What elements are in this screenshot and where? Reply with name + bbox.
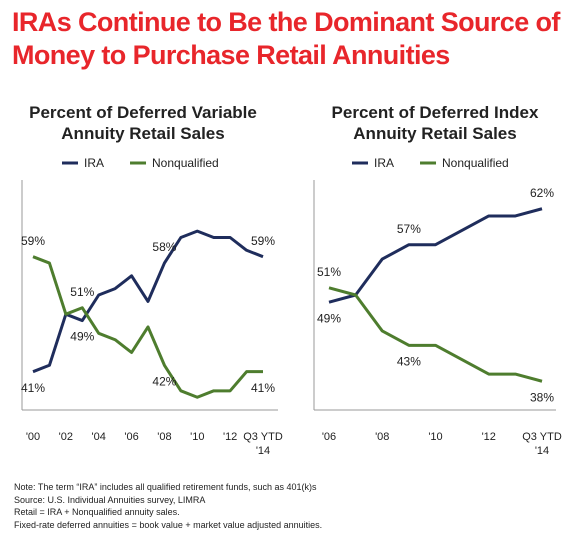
data-label: 38% bbox=[530, 390, 554, 404]
data-label: 51% bbox=[317, 265, 341, 279]
note: Fixed-rate deferred annuities = book val… bbox=[14, 519, 323, 530]
data-label: 62% bbox=[530, 186, 554, 200]
x-tick-label: '00 bbox=[25, 431, 41, 443]
legend-label: IRA bbox=[374, 156, 394, 170]
series-line bbox=[32, 255, 263, 399]
x-tick-label: '10 bbox=[190, 431, 205, 443]
data-label: 49% bbox=[70, 330, 94, 344]
note: Retail = IRA + Nonqualified annuity sale… bbox=[14, 507, 180, 517]
x-tick-label: '08 bbox=[157, 431, 172, 443]
x-tick-label: '06 bbox=[321, 431, 337, 443]
x-tick-label: '08 bbox=[375, 431, 390, 443]
data-label: 59% bbox=[21, 234, 45, 248]
data-label: 49% bbox=[317, 311, 341, 325]
page-title: IRAs Continue to Be the Dominant Source … bbox=[12, 7, 560, 70]
data-label: 41% bbox=[251, 381, 275, 395]
x-tick-label: '12 bbox=[481, 431, 496, 443]
x-tick-label: '12 bbox=[222, 431, 238, 443]
data-label: 57% bbox=[397, 222, 421, 236]
legend-label: Nonqualified bbox=[442, 156, 509, 170]
legend-label: Nonqualified bbox=[152, 156, 219, 170]
note: Note: The term “IRA” includes all qualif… bbox=[14, 482, 317, 492]
data-label: 43% bbox=[397, 354, 421, 368]
series-line bbox=[328, 286, 543, 383]
series-line bbox=[32, 229, 264, 374]
note: Source: U.S. Individual Annuities survey… bbox=[14, 494, 206, 505]
data-label: 51% bbox=[70, 285, 94, 299]
notes: Note: The term “IRA” includes all qualif… bbox=[14, 481, 322, 531]
chart-title: Percent of Deferred Variable Annuity Ret… bbox=[29, 103, 257, 143]
x-tick-label: Q3 YTD '14 bbox=[243, 431, 283, 457]
x-tick-label: '06 bbox=[124, 431, 139, 443]
x-tick-label: '02 bbox=[58, 431, 74, 443]
data-label: 59% bbox=[251, 234, 275, 248]
chart-title: Percent of Deferred Index Annuity Retail… bbox=[331, 103, 539, 143]
series-line bbox=[328, 207, 543, 304]
data-label: 42% bbox=[152, 374, 176, 388]
x-tick-label: Q3 YTD '14 bbox=[522, 431, 562, 457]
data-label: 41% bbox=[21, 381, 45, 395]
legend-label: IRA bbox=[84, 156, 104, 170]
x-tick-label: '04 bbox=[91, 431, 106, 443]
x-tick-label: '10 bbox=[428, 431, 443, 443]
data-label: 58% bbox=[152, 240, 176, 254]
